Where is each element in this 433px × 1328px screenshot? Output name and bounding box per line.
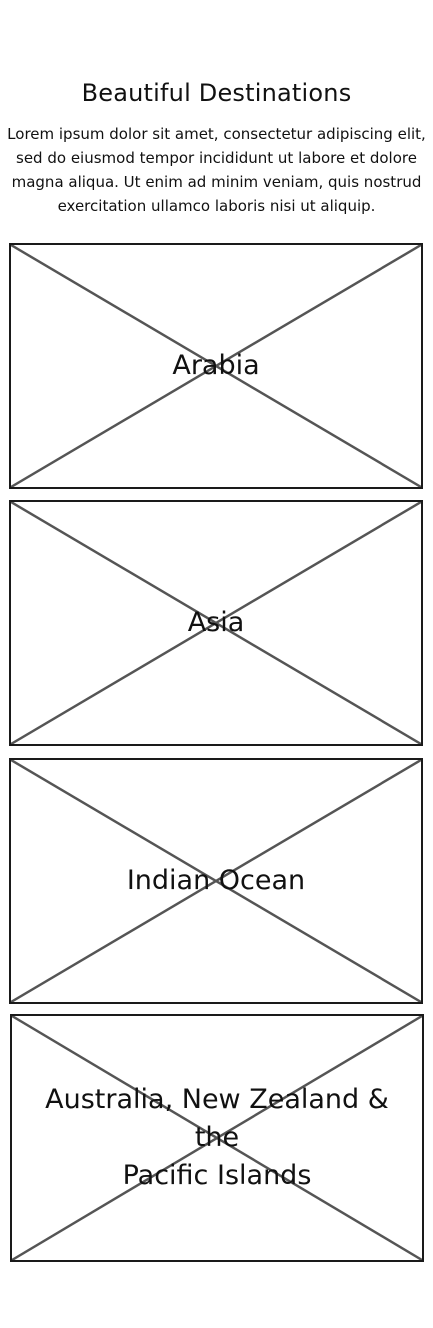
page-title: Beautiful Destinations	[81, 79, 352, 107]
destination-label: Asia	[187, 607, 245, 638]
destination-card-australia[interactable]: Australia, New Zealand & the Pacific Isl…	[10, 1014, 424, 1262]
image-placeholder-icon	[11, 502, 421, 744]
image-placeholder-icon	[11, 245, 421, 487]
destination-label: Indian Ocean	[126, 865, 306, 896]
destination-card-indian-ocean[interactable]: Indian Ocean	[9, 758, 423, 1004]
destination-card-arabia[interactable]: Arabia	[9, 243, 423, 489]
image-placeholder-icon	[12, 1016, 422, 1260]
destination-title: Australia, New Zealand & the Pacific Isl…	[12, 1016, 422, 1260]
destination-label: Arabia	[172, 350, 260, 381]
destination-card-asia[interactable]: Asia	[9, 500, 423, 746]
intro-text: Lorem ipsum dolor sit amet, consectetur …	[7, 125, 426, 215]
destination-title: Indian Ocean	[11, 760, 421, 1002]
destination-title: Asia	[11, 502, 421, 744]
image-placeholder-icon	[11, 760, 421, 1002]
destination-label: Australia, New Zealand & the Pacific Isl…	[45, 1084, 389, 1191]
destination-title: Arabia	[11, 245, 421, 487]
